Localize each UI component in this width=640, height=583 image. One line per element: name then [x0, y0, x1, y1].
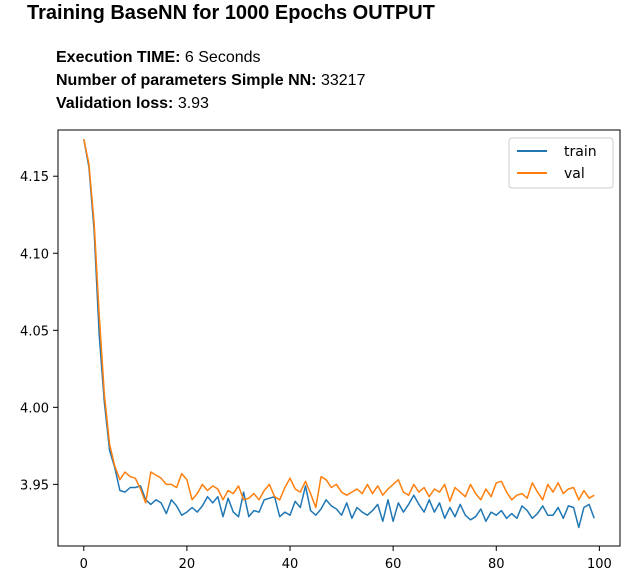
stat-parameter-count: Number of parameters Simple NN: 33217 — [56, 69, 365, 92]
stat-value: 6 Seconds — [184, 49, 261, 66]
series-line-train — [83, 139, 595, 529]
x-tick-label: 40 — [282, 557, 299, 572]
stat-label: Number of parameters Simple NN: — [56, 72, 317, 89]
legend-label-train: train — [564, 144, 597, 160]
y-tick-label: 4.10 — [20, 247, 49, 262]
stat-value: 33217 — [320, 72, 366, 89]
y-tick-label: 4.00 — [20, 401, 49, 416]
legend-label-val: val — [564, 166, 585, 182]
plot-frame — [57, 129, 621, 547]
page-title: Training BaseNN for 1000 Epochs OUTPUT — [27, 2, 435, 24]
x-tick-label: 60 — [385, 557, 402, 572]
x-tick-label: 80 — [488, 557, 505, 572]
y-tick-label: 4.15 — [20, 170, 49, 185]
x-tick-label: 20 — [179, 557, 196, 572]
series-line-val — [83, 139, 595, 509]
legend-box — [508, 137, 614, 189]
x-tick-label: 0 — [80, 557, 88, 572]
stat-label: Validation loss: — [56, 95, 174, 112]
stat-label: Execution TIME: — [56, 49, 181, 66]
y-tick-label: 3.95 — [20, 478, 49, 493]
stat-validation-loss: Validation loss: 3.93 — [56, 92, 365, 115]
stat-value: 3.93 — [177, 95, 209, 112]
stat-execution-time: Execution TIME: 6 Seconds — [56, 46, 365, 69]
stats-panel: Execution TIME: 6 Seconds Number of para… — [56, 46, 365, 115]
x-tick-label: 100 — [587, 557, 612, 572]
y-tick-label: 4.05 — [20, 324, 49, 339]
